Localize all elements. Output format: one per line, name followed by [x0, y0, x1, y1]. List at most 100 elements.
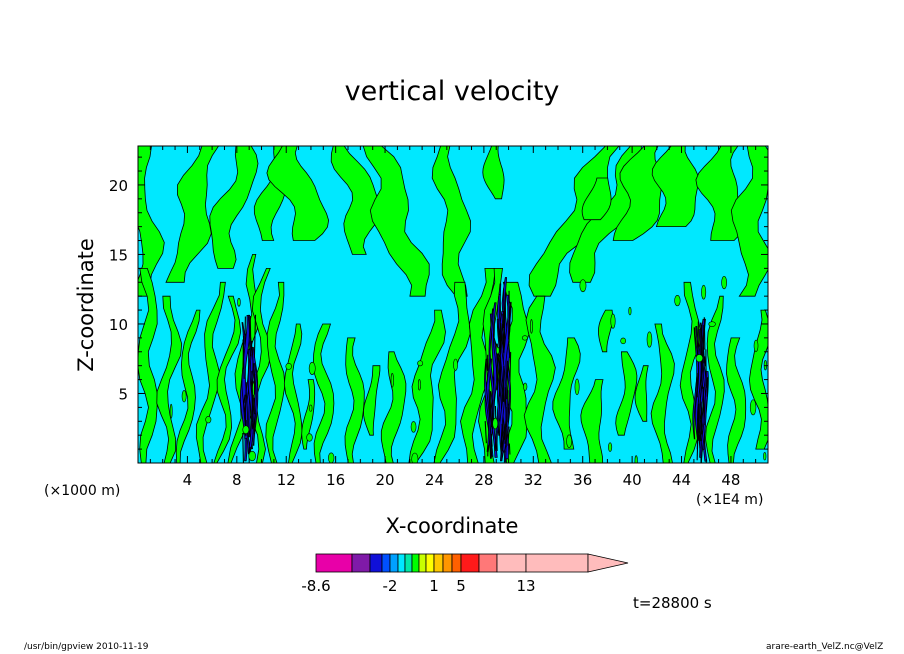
- updraft-band-lower: [363, 365, 381, 436]
- colorbar-segment: [525, 553, 589, 573]
- colorbar-tick-label: -8.6: [301, 577, 330, 595]
- x-tick-label: 8: [232, 471, 242, 489]
- updraft-band-upper: [482, 146, 505, 200]
- colorbar-segment: [433, 553, 444, 573]
- contour-speck: [308, 361, 316, 375]
- updraft-band-lower: [552, 337, 581, 450]
- plume-contour: [700, 401, 703, 435]
- plume-contour: [253, 314, 257, 358]
- plume-contour: [242, 433, 244, 463]
- colorbar-segment: [389, 553, 399, 573]
- contour-speck: [701, 284, 707, 300]
- contour-speck: [634, 455, 638, 463]
- plume-contour: [249, 316, 252, 357]
- contour-speck: [708, 321, 716, 327]
- colorbar-segment: [425, 553, 435, 573]
- y-axis: 5 10 15 20: [109, 156, 768, 450]
- plume-contour: [251, 420, 254, 430]
- updraft-band-lower: [175, 309, 201, 463]
- updraft-band-lower: [726, 337, 747, 463]
- contour-speck: [574, 378, 580, 396]
- contour-speck: [495, 346, 500, 355]
- updraft-band-lower: [344, 337, 365, 463]
- x-tick-label: 20: [376, 471, 395, 489]
- contour-speck: [390, 372, 394, 388]
- contour-field: [138, 146, 768, 463]
- x-tick-label: 16: [326, 471, 345, 489]
- colorbar-tick-label: 1: [429, 577, 439, 595]
- contour-speck: [242, 425, 250, 434]
- contour-speck: [169, 403, 173, 419]
- plume-contour: [508, 443, 511, 455]
- contour-speck: [453, 358, 458, 371]
- contour-speck: [306, 433, 313, 442]
- plot-area: [137, 145, 769, 464]
- plume-contour: [253, 412, 256, 435]
- contour-speck: [721, 275, 727, 290]
- contour-speck: [285, 362, 292, 370]
- updraft-band-lower: [380, 351, 407, 463]
- x-tick-label: 48: [721, 471, 740, 489]
- y-tick-label: 5: [118, 385, 128, 403]
- colorbar-segment: [381, 553, 391, 573]
- contour-speck: [309, 404, 313, 412]
- updraft-band-lower: [650, 323, 675, 463]
- contour-speck: [411, 452, 419, 463]
- contour-speck: [579, 279, 587, 293]
- plume-contour: [489, 391, 493, 428]
- colorbar-tick-label: 5: [456, 577, 466, 595]
- updraft-band-lower: [523, 295, 556, 463]
- contour-speck: [181, 390, 187, 403]
- plume-contour: [243, 394, 246, 404]
- contour-speck: [628, 306, 632, 316]
- updraft-band-upper: [209, 146, 259, 269]
- x-axis-label: X-coordinate: [385, 514, 519, 538]
- chart-title: vertical velocity: [344, 76, 560, 107]
- contour-speck: [328, 452, 335, 463]
- updraft-band-lower: [408, 309, 446, 463]
- contour-speck: [492, 417, 499, 430]
- plume-contour: [702, 386, 705, 426]
- plume-contour: [506, 360, 508, 400]
- plume-contour: [488, 389, 491, 415]
- colorbar-segment: [351, 553, 371, 573]
- plume-contour: [508, 290, 511, 333]
- updraft-band-lower: [634, 365, 649, 422]
- updraft-band-lower: [705, 295, 725, 463]
- updraft-band-lower: [301, 379, 316, 450]
- colorbar-segment: [451, 553, 462, 573]
- plume-contour: [704, 356, 706, 367]
- contour-speck: [610, 313, 616, 329]
- updraft-band-lower: [213, 295, 242, 463]
- updraft-band-lower: [195, 281, 226, 463]
- plume-contour: [502, 313, 505, 329]
- contour-speck: [753, 339, 759, 352]
- time-label: t=28800 s: [633, 594, 712, 612]
- updraft-band-lower: [312, 323, 335, 463]
- colorbar-segment: [496, 553, 527, 573]
- x-axis: 4 8 12 16 20 24 28 32 36 40 44 48: [149, 146, 757, 489]
- colorbar: -8.6 -2 1 5 13: [301, 553, 629, 595]
- plume-strand: [484, 358, 491, 452]
- updraft-band-upper: [266, 146, 330, 241]
- colorbar-segment: [397, 553, 406, 573]
- colorbar-tick-label: 13: [516, 577, 535, 595]
- colorbar-segment: [442, 553, 453, 573]
- x-tick-label: 32: [524, 471, 543, 489]
- contour-speck: [749, 399, 757, 416]
- colorbar-extend-arrow: [587, 553, 629, 573]
- plume-contour: [503, 427, 506, 440]
- x-unit-label: (×1000 m): [44, 483, 121, 499]
- contour-speck: [763, 359, 768, 371]
- contour-speck: [763, 452, 767, 461]
- contour-speck: [410, 421, 417, 433]
- plume-contour: [502, 323, 505, 353]
- y-tick-label: 15: [109, 246, 128, 264]
- x-scale-note: (×1E4 m): [696, 492, 764, 508]
- contour-speck: [695, 354, 704, 363]
- plume-contour: [509, 351, 512, 381]
- x-tick-label: 4: [183, 471, 193, 489]
- x-tick-label: 12: [277, 471, 296, 489]
- contour-speck: [248, 450, 256, 462]
